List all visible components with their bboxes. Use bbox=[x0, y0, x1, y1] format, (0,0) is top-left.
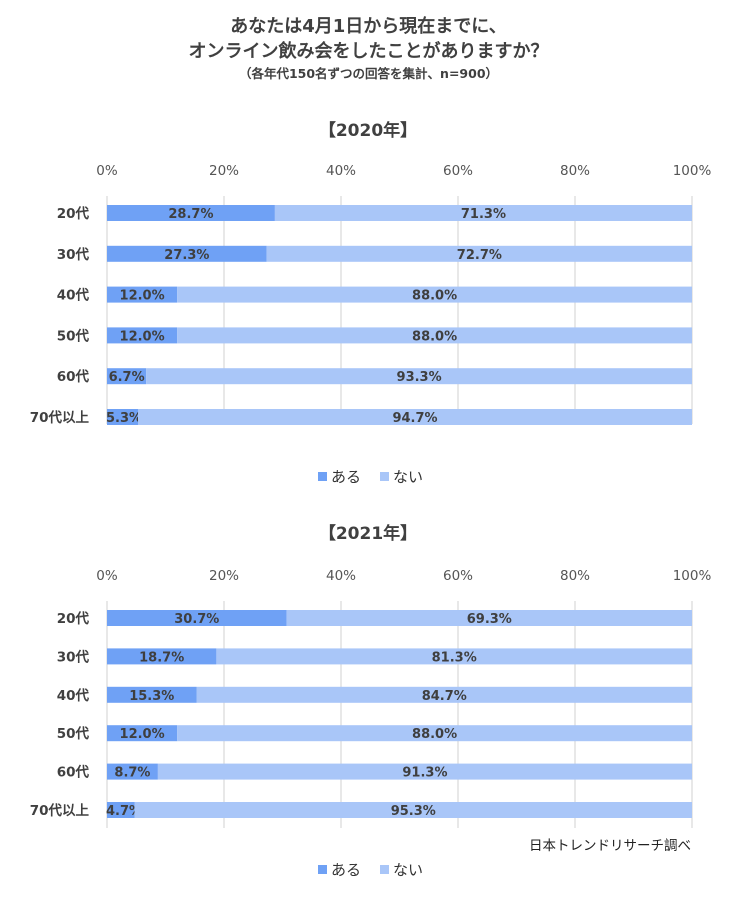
chart-title: 【2020年】 bbox=[319, 120, 417, 141]
data-label: 27.3% bbox=[164, 248, 209, 263]
category-label: 30代 bbox=[57, 246, 90, 263]
legend-swatch-aru bbox=[318, 865, 327, 874]
data-label: 84.7% bbox=[422, 689, 467, 704]
bar-aru bbox=[107, 245, 267, 262]
data-label: 18.7% bbox=[139, 650, 184, 665]
bar-nai bbox=[177, 327, 692, 344]
category-label: 50代 bbox=[57, 725, 90, 742]
data-label: 28.7% bbox=[168, 207, 213, 222]
bar-aru bbox=[107, 725, 178, 742]
x-tick-label: 80% bbox=[560, 163, 590, 179]
bar-aru bbox=[107, 610, 287, 626]
data-label: 81.3% bbox=[432, 650, 477, 665]
category-label: 60代 bbox=[57, 764, 90, 781]
x-tick-label: 0% bbox=[96, 568, 118, 584]
bar-nai bbox=[138, 409, 692, 425]
data-label: 12.0% bbox=[120, 329, 165, 344]
x-tick-label: 20% bbox=[209, 163, 239, 179]
chart-subtitle: （各年代150名ずつの回答を集計、n=900） bbox=[238, 66, 499, 81]
bar-aru bbox=[107, 286, 178, 303]
source-note: 日本トレンドリサーチ調べ bbox=[529, 838, 691, 854]
legend-label-aru: ある bbox=[331, 468, 361, 486]
legend-swatch-nai bbox=[380, 865, 389, 874]
x-tick-label: 40% bbox=[326, 568, 356, 584]
data-label: 15.3% bbox=[129, 689, 174, 704]
data-label: 12.0% bbox=[120, 727, 165, 742]
legend-label-nai: ない bbox=[393, 861, 423, 879]
legend-label-aru: ある bbox=[331, 861, 361, 879]
category-label: 20代 bbox=[57, 205, 90, 222]
x-tick-label: 60% bbox=[443, 568, 473, 584]
category-label: 70代以上 bbox=[30, 409, 90, 426]
chart-2021: 【2021年】 0% 20% 40% 60% 80% 100% 20代 30.7% 69.3% 30… bbox=[30, 523, 712, 879]
x-tick-label: 60% bbox=[443, 163, 473, 179]
data-label: 4.7% bbox=[106, 804, 142, 819]
category-label: 40代 bbox=[57, 687, 90, 704]
data-label: 95.3% bbox=[391, 804, 436, 819]
category-label: 30代 bbox=[57, 648, 90, 665]
legend-label-nai: ない bbox=[393, 468, 423, 486]
bar-nai bbox=[157, 763, 692, 780]
data-label: 69.3% bbox=[467, 612, 512, 627]
bar-nai bbox=[146, 368, 692, 385]
data-label: 5.3% bbox=[106, 411, 142, 426]
x-tick-label: 80% bbox=[560, 568, 590, 584]
data-label: 8.7% bbox=[114, 766, 150, 781]
bar-aru bbox=[107, 648, 217, 665]
x-tick-label: 0% bbox=[96, 163, 118, 179]
legend-swatch-nai bbox=[380, 472, 389, 481]
bar-nai bbox=[134, 802, 692, 818]
data-label: 71.3% bbox=[461, 207, 506, 222]
data-label: 94.7% bbox=[392, 411, 437, 426]
data-label: 72.7% bbox=[457, 248, 502, 263]
chart-title-line-1: あなたは4月1日から現在までに、 bbox=[230, 16, 507, 37]
data-label: 91.3% bbox=[402, 766, 447, 781]
chart-2020: 【2020年】 0% 20% 40% 60% 80% 100% 20代 28.7% 71.3% 30… bbox=[30, 120, 712, 486]
bar-aru bbox=[107, 686, 197, 703]
data-label: 88.0% bbox=[412, 289, 457, 304]
data-label: 30.7% bbox=[174, 612, 219, 627]
bar-aru bbox=[107, 368, 147, 385]
bar-nai bbox=[177, 286, 692, 303]
category-label: 50代 bbox=[57, 327, 90, 344]
data-label: 93.3% bbox=[397, 370, 442, 385]
chart-title-line-2: オンライン飲み会をしたことがありますか？ bbox=[188, 41, 549, 62]
data-label: 12.0% bbox=[120, 289, 165, 304]
category-label: 60代 bbox=[57, 368, 90, 385]
category-label: 70代以上 bbox=[30, 802, 90, 819]
bar-aru bbox=[107, 763, 158, 780]
data-label: 88.0% bbox=[412, 727, 457, 742]
bar-nai bbox=[286, 610, 692, 626]
bar-nai bbox=[196, 686, 692, 703]
bar-nai bbox=[274, 205, 692, 221]
data-label: 6.7% bbox=[109, 370, 145, 385]
bar-nai bbox=[177, 725, 692, 742]
x-tick-label: 40% bbox=[326, 163, 356, 179]
bar-nai bbox=[216, 648, 692, 665]
bar-aru bbox=[107, 802, 135, 818]
chart-title: 【2021年】 bbox=[319, 523, 417, 544]
x-tick-label: 20% bbox=[209, 568, 239, 584]
bar-aru bbox=[107, 409, 139, 425]
data-label: 88.0% bbox=[412, 329, 457, 344]
bar-aru bbox=[107, 327, 178, 344]
chart-title-block: あなたは4月1日から現在までに、 オンライン飲み会をしたことがありますか？ （各… bbox=[0, 14, 737, 84]
bar-aru bbox=[107, 205, 275, 221]
x-tick-label: 100% bbox=[673, 163, 712, 179]
category-label: 20代 bbox=[57, 610, 90, 627]
bar-nai bbox=[266, 245, 692, 262]
category-label: 40代 bbox=[57, 287, 90, 304]
legend-swatch-aru bbox=[318, 472, 327, 481]
x-tick-label: 100% bbox=[673, 568, 712, 584]
